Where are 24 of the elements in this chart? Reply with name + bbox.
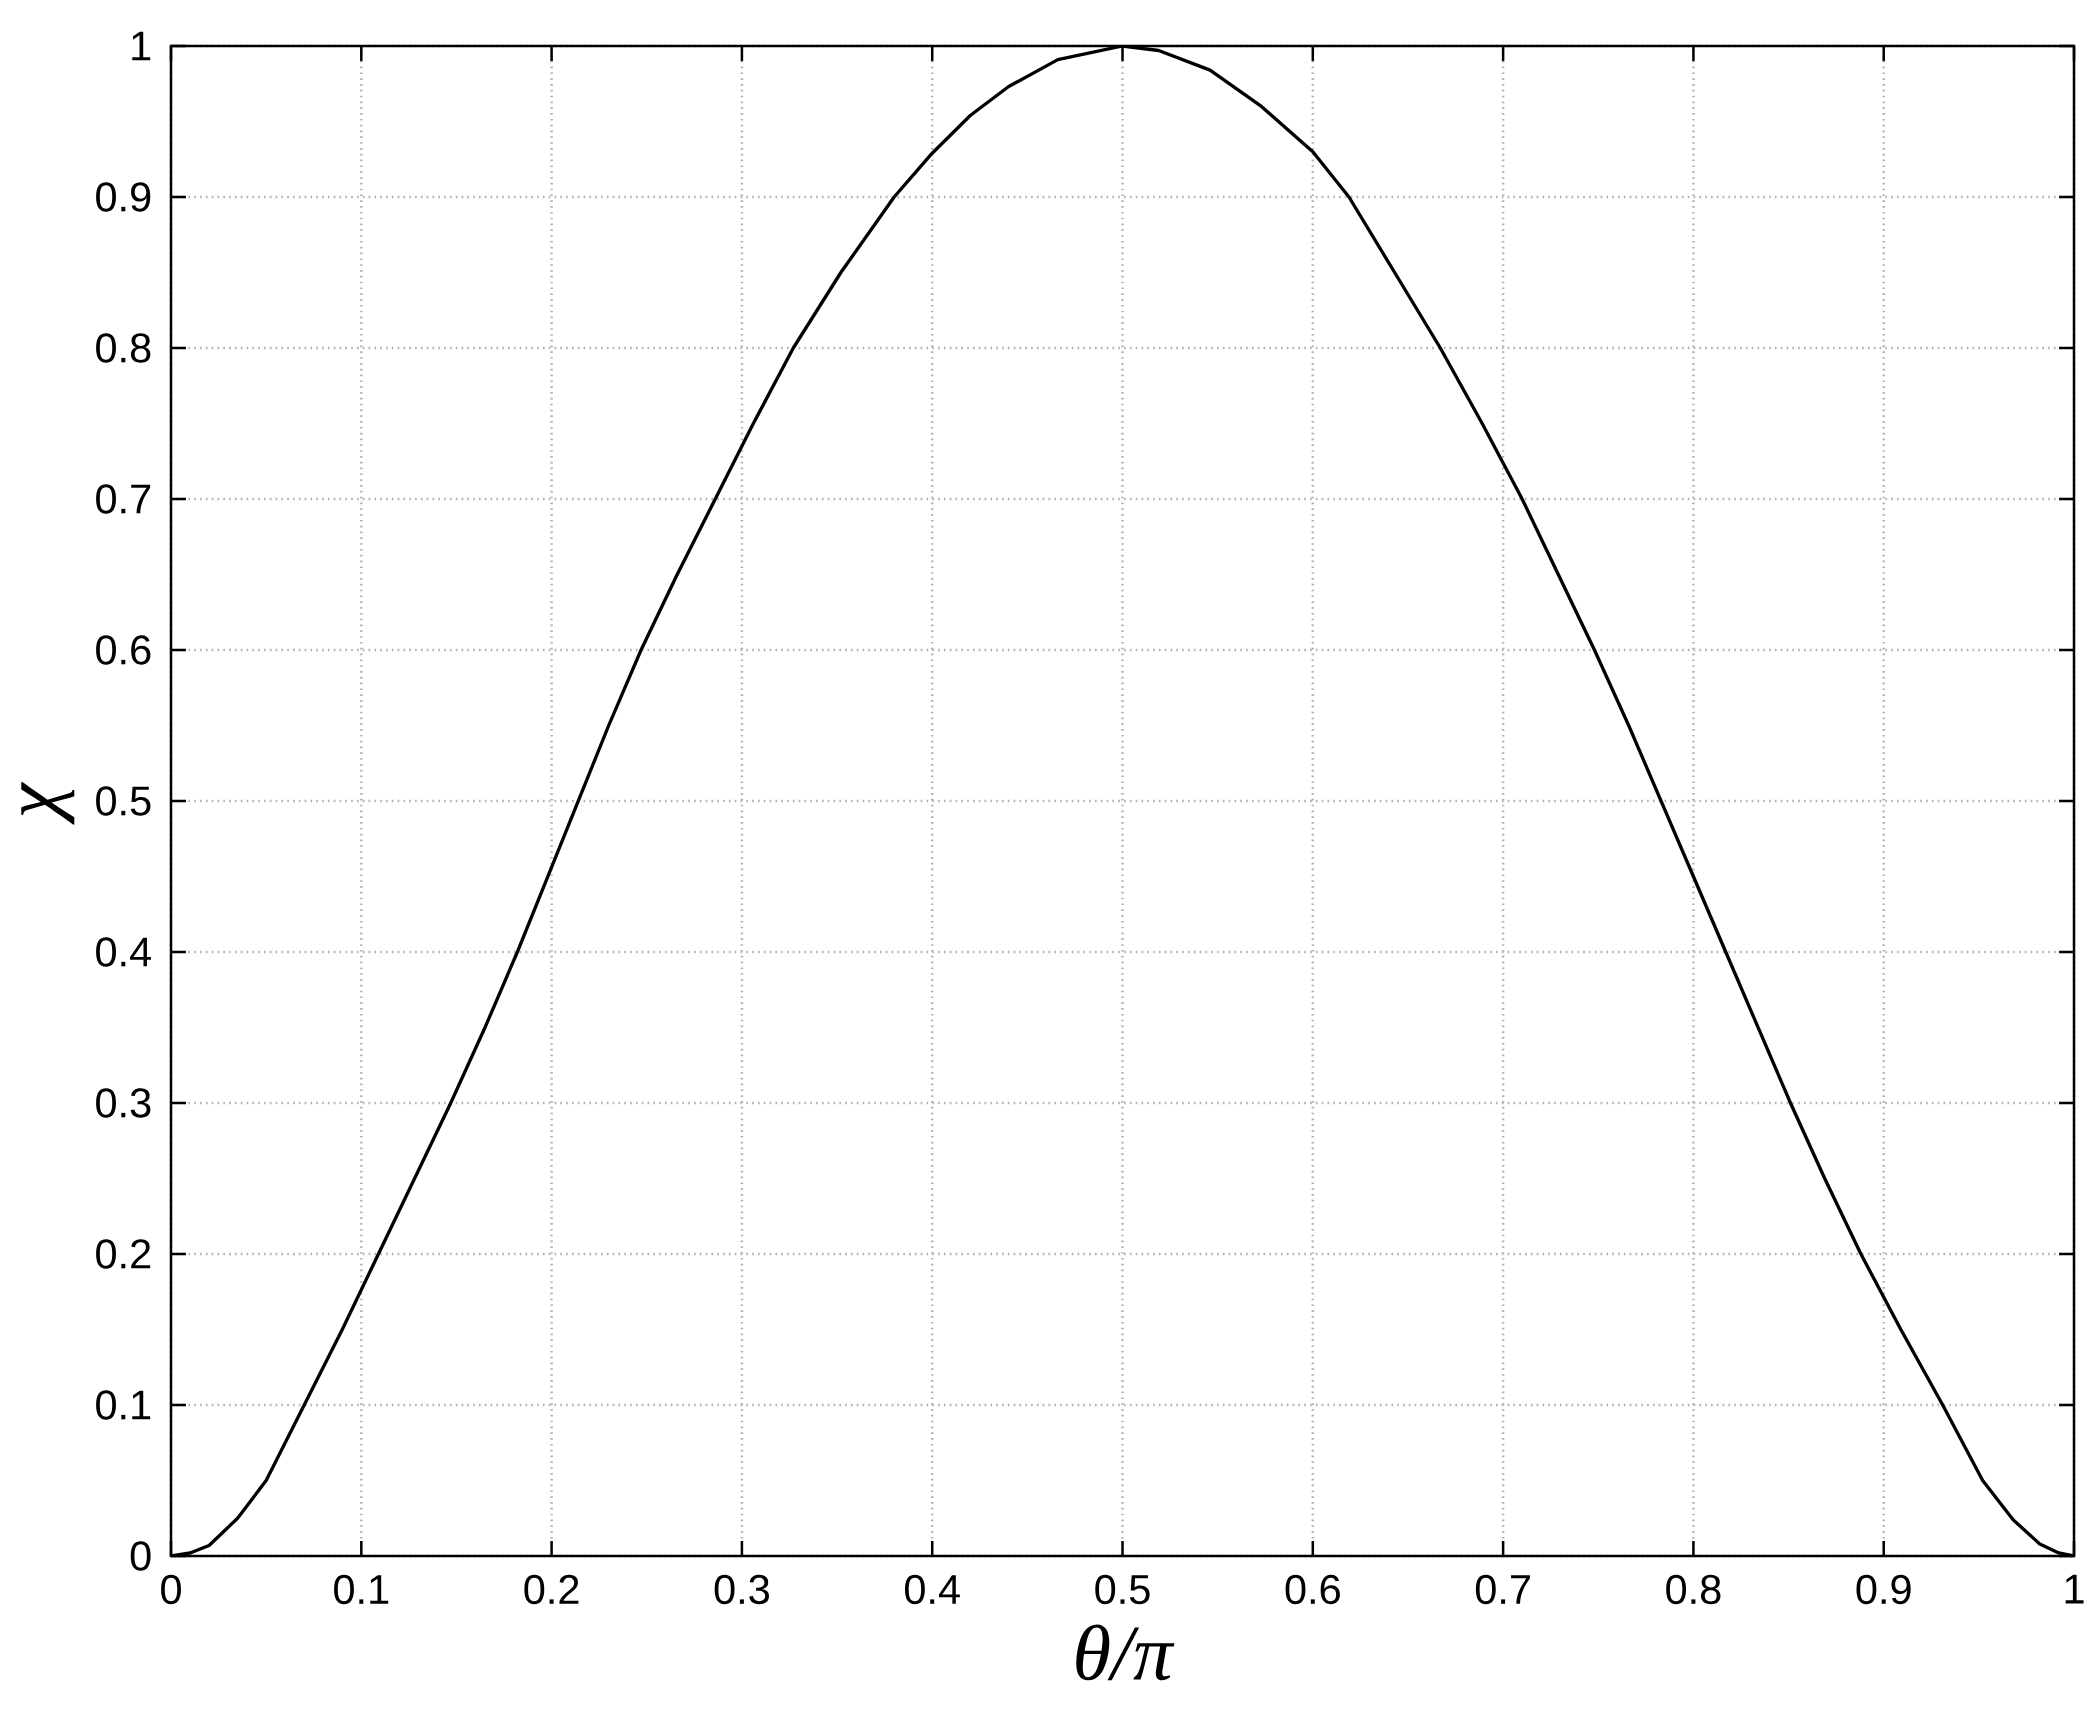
y-tick-label: 0	[130, 1541, 151, 1571]
y-tick-label: 1	[132, 31, 151, 61]
y-axis-title: χ	[21, 782, 75, 825]
x-tick-label: 0.8	[1666, 1574, 1721, 1605]
y-tick-label: 0.8	[96, 333, 151, 363]
x-tick-label: 0.4	[904, 1574, 960, 1605]
x-tick-label: 0	[161, 1574, 181, 1605]
y-tick-label: 0.7	[96, 484, 151, 514]
x-tick-label: 0.2	[524, 1574, 579, 1605]
x-tick-label: 0.6	[1285, 1574, 1340, 1605]
x-tick-label: 0.9	[1856, 1574, 1911, 1605]
x-axis-title: θ/π	[1076, 1624, 1175, 1681]
y-tick-label: 0.2	[96, 1239, 151, 1269]
y-tick-label: 0.4	[96, 937, 151, 967]
y-tick-label: 0.6	[96, 635, 151, 665]
y-tick-label: 0.1	[96, 1390, 151, 1420]
x-tick-label: 0.5	[1095, 1574, 1150, 1605]
x-tick-label: 0.7	[1475, 1574, 1530, 1605]
y-tick-label: 0.5	[96, 786, 151, 816]
x-tick-label: 0.3	[714, 1574, 769, 1605]
y-tick-label: 0.3	[96, 1088, 151, 1118]
y-tick-label: 0.9	[96, 182, 151, 212]
x-tick-label: 0.1	[334, 1574, 389, 1605]
x-tick-label: 1	[2065, 1574, 2084, 1604]
